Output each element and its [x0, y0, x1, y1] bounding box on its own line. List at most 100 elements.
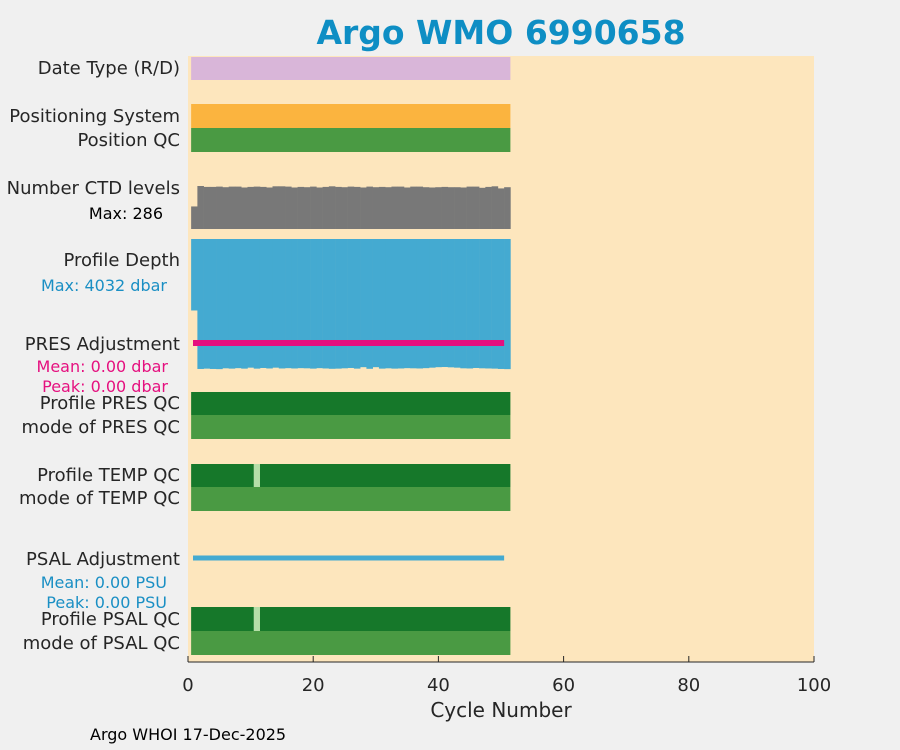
bar-mode_pres_qc [191, 415, 511, 439]
x-tick-label: 0 [182, 675, 193, 696]
ctd-bar [472, 186, 480, 229]
annotation-layer: Max: 286 Max: 4032 dbar Mean: 0.00 dbar … [37, 204, 169, 612]
ctd-bar [429, 187, 436, 229]
row-label-profile_depth: Profile Depth [63, 250, 180, 271]
ctd-bar [303, 187, 311, 229]
ctd-bar [310, 186, 317, 229]
bar-date_type [191, 57, 511, 80]
depth-bar [391, 239, 399, 369]
x-tick-label: 80 [677, 675, 700, 696]
ctd-bar [341, 187, 348, 229]
depth-bar [472, 239, 480, 368]
ctd-bar [447, 187, 455, 229]
depth-bar [466, 239, 474, 369]
ctd-bar [460, 187, 467, 229]
ctd-bar [272, 186, 280, 229]
ctd-bar [422, 187, 430, 229]
bar-mode_temp_qc [191, 487, 511, 511]
ctd-bar [266, 187, 273, 229]
depth-bar [491, 239, 499, 369]
ctd-bar [385, 187, 392, 229]
ctd-bar [353, 186, 361, 229]
depth-bar [259, 239, 267, 368]
depth-bar [228, 239, 236, 369]
ctd-bar [504, 187, 511, 229]
ctd-bar [197, 186, 204, 229]
ctd-bar [410, 186, 417, 229]
depth-bar [222, 239, 229, 369]
depth-bar [385, 239, 392, 369]
depth-bar [497, 239, 505, 369]
ctd-bar [479, 187, 486, 229]
x-tick-label: 100 [797, 675, 831, 696]
ctd-bar [491, 186, 499, 229]
ctd-bar [335, 186, 342, 229]
row-label-ctd_levels: Number CTD levels [7, 178, 180, 199]
depth-bar [291, 239, 298, 369]
depth-bar [241, 239, 248, 369]
depth-bar [191, 239, 198, 311]
ctd-bar [259, 186, 267, 229]
depth-bar [247, 239, 255, 368]
depth-bar [397, 239, 405, 369]
x-tick-label: 40 [427, 675, 450, 696]
depth-bar [203, 239, 211, 369]
depth-bar [209, 239, 217, 369]
ctd-bar [209, 186, 217, 229]
ctd-bar [416, 186, 424, 229]
x-axis-label: Cycle Number [430, 698, 572, 722]
depth-bar [435, 239, 442, 368]
ctd-bar [278, 186, 286, 229]
depth-bar [460, 239, 467, 369]
depth-bar [347, 239, 355, 368]
pres-peak-label: Peak: 0.00 dbar [42, 377, 168, 396]
depth-bar [303, 239, 311, 369]
depth-bar [422, 239, 430, 369]
ctd-bar [222, 187, 229, 229]
row-labels: Date Type (R/D) Positioning System Positio… [7, 58, 180, 654]
ctd-bar [285, 186, 292, 229]
ctd-bar [485, 186, 492, 229]
row-label-positioning: Positioning System [9, 106, 180, 127]
depth-bar [322, 239, 330, 369]
ctd-bar [378, 186, 386, 229]
ctd-bar [397, 186, 405, 229]
depth-bar [504, 239, 511, 370]
psal-peak-label: Peak: 0.00 PSU [46, 593, 167, 612]
ctd-bar [497, 188, 505, 229]
ctd-bar [203, 186, 211, 229]
ctd-bar [247, 186, 255, 229]
ctd-bar [403, 187, 411, 229]
x-axis: 0 20 40 60 80 100 [182, 656, 831, 696]
depth-bar [360, 239, 367, 368]
ctd-bar [291, 187, 298, 229]
depth-bar [285, 239, 292, 369]
ctd-bar [347, 186, 355, 229]
ctd-bar [234, 186, 242, 229]
depth-bar [310, 239, 317, 369]
depth-bar [341, 239, 348, 369]
ctd-bar [316, 187, 323, 229]
row-label-pres_adj: PRES Adjustment [25, 334, 180, 355]
highlight-profile_psal_qc [253, 607, 260, 631]
row-label-profile_psal_qc: Profile PSAL QC [41, 609, 180, 630]
bar-profile_psal_qc [191, 607, 511, 631]
depth-bar [479, 239, 486, 369]
line-psal_adj [193, 555, 505, 561]
depth-bar [316, 239, 323, 369]
depth-bar [416, 239, 424, 369]
row-label-psal_adj: PSAL Adjustment [26, 549, 180, 570]
depth-bar [353, 239, 361, 369]
depth-bar [328, 239, 336, 369]
ctd-bar [297, 186, 305, 229]
pres-mean-label: Mean: 0.00 dbar [37, 357, 169, 376]
ctd-bar [216, 186, 223, 229]
depth-bar [454, 239, 461, 368]
depth-bar [378, 239, 386, 369]
row-label-profile_pres_qc: Profile PRES QC [40, 393, 180, 414]
depth-bar [429, 239, 436, 368]
ctd-bar [360, 187, 367, 229]
row-label-mode_pres_qc: mode of PRES QC [22, 417, 180, 438]
ctd-bar [435, 187, 442, 229]
ctd-bar [366, 186, 373, 229]
